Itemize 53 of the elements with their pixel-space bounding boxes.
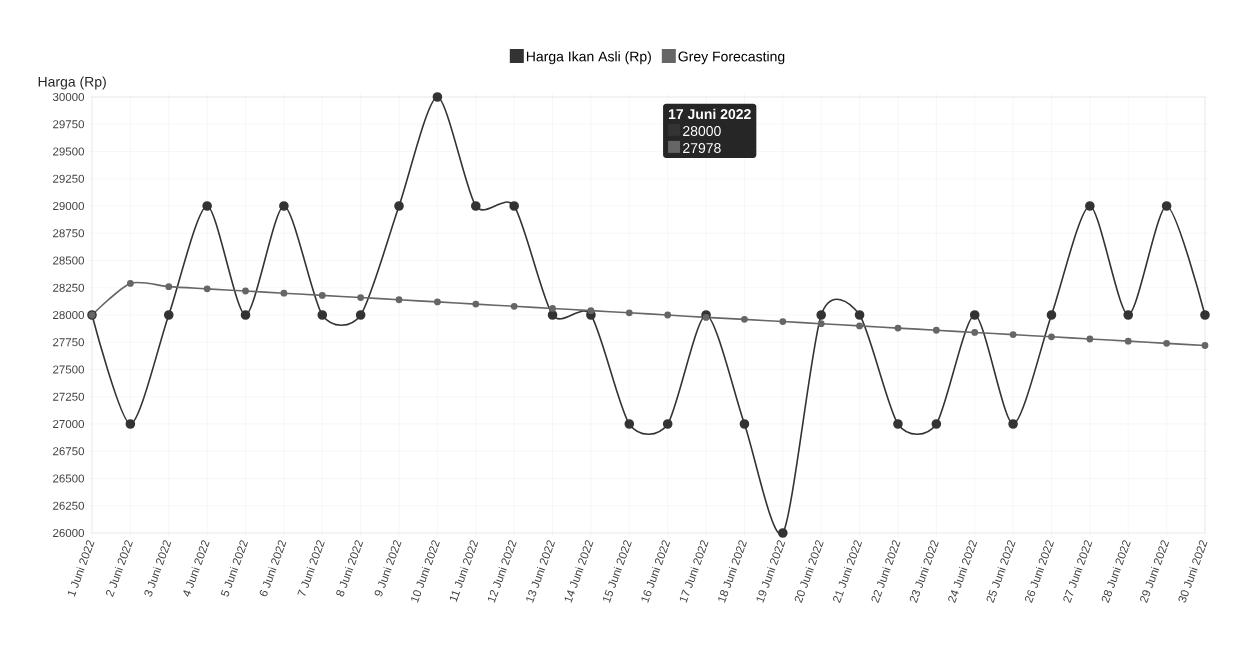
y-tick-label: 26500 <box>53 474 85 483</box>
x-tick-label: 14 Juni 2022 <box>564 540 594 603</box>
x-tick-label: 3 Juni 2022 <box>144 540 172 597</box>
x-tick-label: 17 Juni 2022 <box>679 540 709 603</box>
y-tick-label: 29250 <box>53 174 85 183</box>
x-tick-label: 21 Juni 2022 <box>833 540 863 604</box>
x-tick-label: 1 Juni 2022 <box>67 540 95 597</box>
legend-label: Harga Ikan Asli (Rp) <box>526 51 651 65</box>
x-tick-label: 16 Juni 2022 <box>641 540 671 603</box>
x-tick-label: 12 Juni 2022 <box>487 540 517 603</box>
x-tick-label: 10 Juni 2022 <box>411 540 440 603</box>
x-tick-label: 30 Juni 2022 <box>1178 540 1208 603</box>
x-tick-label: 4 Juni 2022 <box>183 540 210 597</box>
y-tick-label: 29750 <box>53 120 85 129</box>
y-tick-label: 27500 <box>53 365 85 374</box>
x-tick-label: 22 Juni 2022 <box>871 540 901 604</box>
annotation: 17 Juni 2022 <box>668 108 751 120</box>
x-tick-label: 24 Juni 2022 <box>948 540 978 604</box>
y-tick-label: 28500 <box>53 256 85 265</box>
y-tick-label: 26250 <box>53 501 85 510</box>
y-tick-label: 29000 <box>53 201 85 211</box>
x-tick-label: 20 Juni 2022 <box>794 540 824 604</box>
x-tick-label: 25 Juni 2022 <box>986 540 1016 604</box>
y-tick-label: 26750 <box>53 447 85 456</box>
y-tick-label: 26000 <box>53 528 85 538</box>
x-tick-label: 9 Juni 2022 <box>374 540 402 597</box>
x-tick-label: 28 Juni 2022 <box>1101 540 1131 604</box>
y-tick-label: 28750 <box>53 229 85 238</box>
x-tick-label: 23 Juni 2022 <box>909 540 939 604</box>
annotation: 27978 <box>683 143 721 154</box>
x-tick-label: 8 Juni 2022 <box>336 540 364 597</box>
x-tick-label: 27 Juni 2022 <box>1063 540 1093 604</box>
y-tick-label: 29500 <box>53 147 85 156</box>
x-tick-label: 29 Juni 2022 <box>1140 540 1170 604</box>
legend-label: Grey Forecasting <box>678 51 785 65</box>
x-tick-label: 26 Juni 2022 <box>1024 540 1054 604</box>
y-axis-title: Harga (Rp) <box>38 76 106 90</box>
x-tick-label: 7 Juni 2022 <box>297 540 325 596</box>
x-tick-label: 13 Juni 2022 <box>526 540 555 603</box>
y-tick-label: 30000 <box>52 92 85 102</box>
x-tick-label: 18 Juni 2022 <box>718 540 747 603</box>
y-tick-label: 27000 <box>53 419 85 429</box>
x-tick-label: 15 Juni 2022 <box>603 540 632 603</box>
x-tick-label: 2 Juni 2022 <box>106 540 133 598</box>
y-tick-label: 27250 <box>53 392 85 401</box>
annotation: 28000 <box>683 126 721 137</box>
y-tick-label: 27750 <box>53 338 85 347</box>
x-tick-label: 11 Juni 2022 <box>449 540 479 602</box>
x-tick-label: 5 Juni 2022 <box>220 540 248 597</box>
x-tick-label: 19 Juni 2022 <box>756 540 786 603</box>
x-tick-label: 6 Juni 2022 <box>259 540 287 597</box>
y-tick-label: 28250 <box>53 283 85 292</box>
y-tick-label: 28000 <box>53 310 85 320</box>
